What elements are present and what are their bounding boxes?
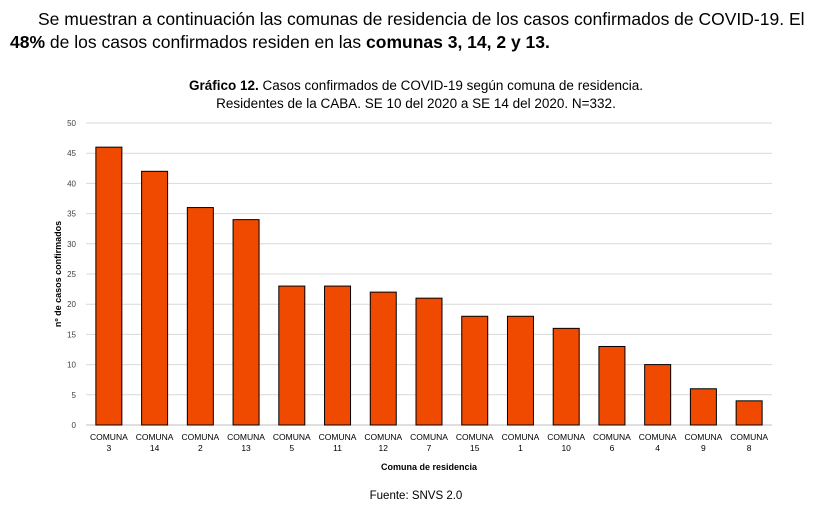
x-tick-label: 5: [289, 443, 294, 453]
bar-comuna-10: [552, 327, 580, 426]
bar-comuna-3: [95, 146, 123, 426]
bar-comuna-13: [232, 219, 260, 426]
x-tick-label: 14: [150, 443, 160, 453]
intro-text-2: de los casos confirmados residen en las: [45, 32, 367, 52]
chart-title-label: Gráfico 12.: [189, 78, 259, 93]
y-tick-label: 30: [67, 240, 76, 249]
x-axis-title: Comuna de residencia: [381, 462, 478, 472]
bar-comuna-8: [735, 400, 763, 426]
x-tick-label: 13: [241, 443, 251, 453]
x-tick-label: 2: [198, 443, 203, 453]
x-tick-label-prefix: COMUNA: [593, 432, 631, 442]
intro-percentage: 48%: [10, 32, 46, 52]
x-tick-label: 6: [610, 443, 615, 453]
x-tick-label-prefix: COMUNA: [136, 432, 174, 442]
x-tick-label-prefix: COMUNA: [90, 432, 128, 442]
y-tick-label: 15: [67, 330, 76, 339]
x-tick-label-prefix: COMUNA: [685, 432, 723, 442]
x-tick-label: 9: [701, 443, 706, 453]
chart-title: Gráfico 12. Casos confirmados de COVID-1…: [0, 77, 832, 95]
y-tick-label: 40: [67, 179, 76, 188]
bar-comuna-9: [689, 388, 717, 426]
intro-text-3: .: [545, 32, 550, 52]
x-tick-label: 15: [470, 443, 480, 453]
bar-comuna-6: [598, 345, 626, 426]
bar-comuna-14: [141, 170, 169, 426]
x-tick-label: 7: [427, 443, 432, 453]
intro-text-1: Se muestran a continuación las comunas d…: [38, 9, 805, 29]
y-tick-label: 50: [67, 119, 76, 128]
source-note: Fuente: SNVS 2.0: [369, 490, 463, 502]
y-tick-label: 35: [67, 210, 76, 219]
bar-comuna-1: [506, 315, 534, 426]
x-tick-label-prefix: COMUNA: [273, 432, 311, 442]
y-tick-label: 5: [72, 391, 77, 400]
bar-comuna-4: [644, 364, 672, 426]
bar-comuna-11: [324, 285, 352, 426]
y-axis-title: nº de casos confirmados: [53, 221, 63, 327]
bar-comuna-15: [461, 315, 489, 426]
x-tick-label-prefix: COMUNA: [410, 432, 448, 442]
intro-comunas-highlight: comunas 3, 14, 2 y 13: [366, 32, 546, 52]
chart-subtitle: Residentes de la CABA. SE 10 del 2020 a …: [216, 96, 616, 111]
x-tick-label-prefix: COMUNA: [181, 432, 219, 442]
x-tick-label: 8: [747, 443, 752, 453]
x-tick-label: 4: [655, 443, 660, 453]
chart-title-block: Gráfico 12. Casos confirmados de COVID-1…: [0, 77, 832, 113]
x-tick-label: 10: [561, 443, 571, 453]
intro-paragraph: Se muestran a continuación las comunas d…: [10, 8, 820, 54]
bar-comuna-5: [278, 285, 306, 426]
chart-title-text: Casos confirmados de COVID-19 según comu…: [258, 78, 643, 93]
x-tick-label-prefix: COMUNA: [227, 432, 265, 442]
x-tick-label-prefix: COMUNA: [456, 432, 494, 442]
y-tick-label: 25: [67, 270, 76, 279]
x-tick-label: 3: [106, 443, 111, 453]
x-tick-label-prefix: COMUNA: [547, 432, 585, 442]
bar-comuna-2: [186, 207, 214, 426]
x-tick-label-prefix: COMUNA: [639, 432, 677, 442]
x-tick-label: 1: [518, 443, 523, 453]
y-tick-label: 45: [67, 149, 76, 158]
x-tick-label: 12: [379, 443, 389, 453]
x-tick-label-prefix: COMUNA: [319, 432, 357, 442]
bar-comuna-12: [369, 291, 397, 426]
bar-comuna-7: [415, 297, 443, 426]
y-tick-label: 0: [72, 421, 77, 430]
y-tick-label: 10: [67, 361, 76, 370]
x-tick-label-prefix: COMUNA: [502, 432, 540, 442]
y-tick-label: 20: [67, 300, 76, 309]
x-tick-label: 11: [333, 443, 342, 453]
x-tick-label-prefix: COMUNA: [364, 432, 402, 442]
x-tick-label-prefix: COMUNA: [730, 432, 768, 442]
